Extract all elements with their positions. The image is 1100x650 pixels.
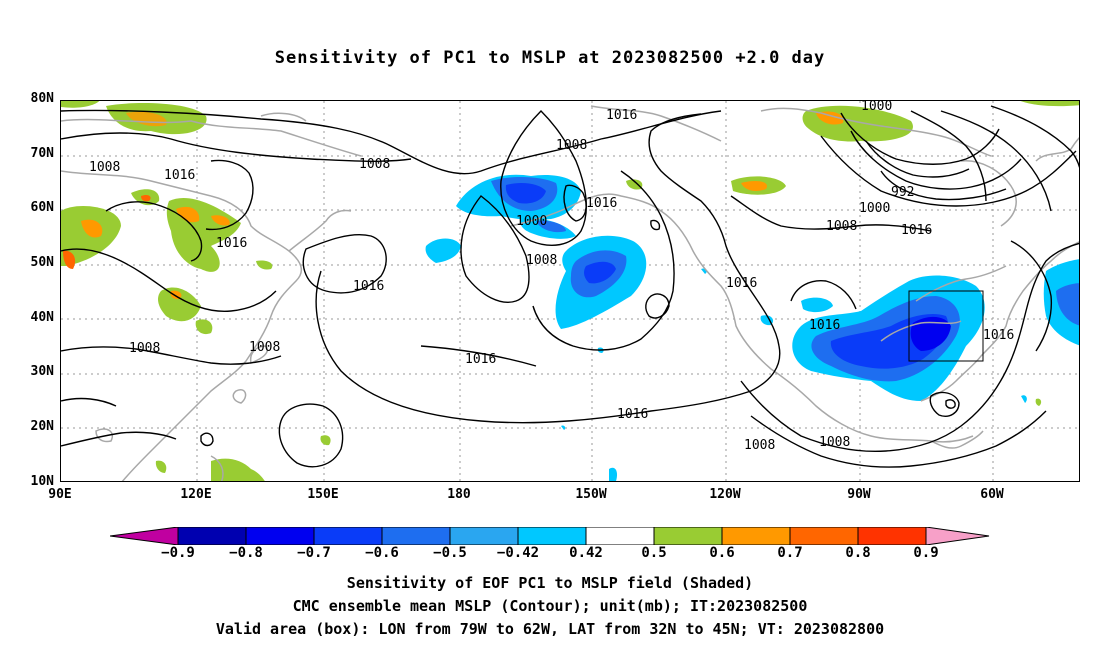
colorbar-bin xyxy=(517,527,587,545)
contour-label: 1016 xyxy=(809,318,840,333)
colorbar-left-arrow xyxy=(110,527,179,545)
colorbar-bin xyxy=(653,527,723,545)
lon-label-150w: 150W xyxy=(575,487,607,502)
mslp-contours xyxy=(61,105,1079,468)
contour-label: 1008 xyxy=(89,160,120,175)
colorbar-bin xyxy=(245,527,315,545)
contour-label: 1016 xyxy=(586,196,617,211)
map-panel: 1016 1008 1000 1008 1016 1000 1008 1008 … xyxy=(60,100,1080,482)
colorbar-tick-label: −0.6 xyxy=(365,545,399,561)
contour-label: 1008 xyxy=(359,157,390,172)
contour-label: 1000 xyxy=(516,214,547,229)
lon-label-60w: 60W xyxy=(980,487,1004,502)
contour-label: 1016 xyxy=(216,236,247,251)
contour-label: 1008 xyxy=(556,138,587,153)
lat-label-60n: 60N xyxy=(30,200,54,215)
colorbar-tick-label: 0.9 xyxy=(913,545,939,561)
contour-label: 1000 xyxy=(859,201,890,216)
colorbar-bin xyxy=(585,527,655,545)
contour-label: 1008 xyxy=(819,435,850,450)
contour-label: 1000 xyxy=(861,101,892,114)
colorbar-tick-label: 0.6 xyxy=(709,545,735,561)
contour-label: 1008 xyxy=(526,253,557,268)
caption-line-3: Valid area (box): LON from 79W to 62W, L… xyxy=(215,620,885,638)
contour-label: 1016 xyxy=(726,276,757,291)
colorbar-tick-label: −0.9 xyxy=(161,545,195,561)
colorbar-tick-label: −0.8 xyxy=(229,545,263,561)
lon-label-90e: 90E xyxy=(48,487,72,502)
lat-label-30n: 30N xyxy=(30,364,54,379)
colorbar-tick-label: 0.5 xyxy=(641,545,667,561)
colorbar-tick-label: −0.5 xyxy=(433,545,467,561)
colorbar-bin xyxy=(313,527,383,545)
contour-label: 1016 xyxy=(353,279,384,294)
contour-label: 1016 xyxy=(465,352,496,367)
caption-line-1: Sensitivity of EOF PC1 to MSLP field (Sh… xyxy=(346,574,754,592)
contour-label: 1008 xyxy=(129,341,160,356)
contour-label: 1016 xyxy=(164,168,195,183)
colorbar-bin xyxy=(721,527,791,545)
contour-label: 1008 xyxy=(249,340,280,355)
colorbar-bin xyxy=(177,527,247,545)
colorbar-tick-label: 0.42 xyxy=(569,545,603,561)
lat-label-20n: 20N xyxy=(30,419,54,434)
contour-label: 1016 xyxy=(617,407,648,422)
caption-line-2: CMC ensemble mean MSLP (Contour); unit(m… xyxy=(292,597,808,615)
lon-label-90w: 90W xyxy=(847,487,871,502)
lat-label-80n: 80N xyxy=(30,91,54,106)
lon-label-120e: 120E xyxy=(180,487,212,502)
colorbar-tick-label: 0.8 xyxy=(845,545,871,561)
contour-labels: 1016 1008 1000 1008 1016 1000 1008 1008 … xyxy=(89,101,1014,453)
negative-sensitivity-shading xyxy=(425,174,1079,481)
positive-sensitivity-shading xyxy=(61,101,1079,481)
contour-label: 1016 xyxy=(983,328,1014,343)
colorbar-tick-label: 0.7 xyxy=(777,545,803,561)
lon-label-180: 180 xyxy=(447,487,471,502)
colorbar-bin xyxy=(449,527,519,545)
colorbar-right-arrow xyxy=(925,527,990,545)
colorbar-bin xyxy=(857,527,927,545)
lon-label-120w: 120W xyxy=(709,487,741,502)
valid-area-box xyxy=(908,290,984,362)
lat-label-40n: 40N xyxy=(30,310,54,325)
contour-label: 992 xyxy=(891,185,914,200)
colorbar-bin xyxy=(789,527,859,545)
contour-label: 1016 xyxy=(606,108,637,123)
coastlines xyxy=(61,105,1079,481)
lon-label-150e: 150E xyxy=(307,487,339,502)
contour-label: 1008 xyxy=(744,438,775,453)
colorbar-tick-label: −0.42 xyxy=(496,545,540,561)
contour-label: 1016 xyxy=(901,223,932,238)
plot-title: Sensitivity of PC1 to MSLP at 2023082500… xyxy=(274,48,826,68)
colorbar-bin xyxy=(381,527,451,545)
lat-label-50n: 50N xyxy=(30,255,54,270)
contour-label: 1008 xyxy=(826,219,857,234)
lat-label-70n: 70N xyxy=(30,146,54,161)
map-canvas: 1016 1008 1000 1008 1016 1000 1008 1008 … xyxy=(61,101,1079,481)
colorbar-tick-label: −0.7 xyxy=(297,545,331,561)
lat-label-10n: 10N xyxy=(30,474,54,489)
colorbar xyxy=(110,527,990,545)
